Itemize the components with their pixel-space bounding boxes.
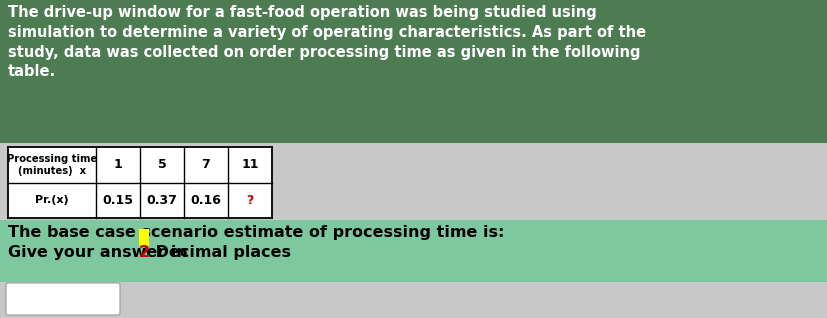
- Text: Give your answer in: Give your answer in: [8, 245, 194, 260]
- Text: 2: 2: [138, 245, 150, 260]
- Text: 0.16: 0.16: [190, 194, 221, 207]
- Text: 0.37: 0.37: [146, 194, 177, 207]
- FancyBboxPatch shape: [0, 220, 827, 282]
- Text: 0.15: 0.15: [103, 194, 133, 207]
- Text: 5: 5: [157, 158, 166, 171]
- Text: The drive-up window for a fast-food operation was being studied using
simulation: The drive-up window for a fast-food oper…: [8, 5, 645, 79]
- Text: Decimal places: Decimal places: [150, 245, 290, 260]
- Text: Processing time
(minutes)  x: Processing time (minutes) x: [7, 154, 97, 176]
- FancyBboxPatch shape: [8, 147, 272, 218]
- FancyBboxPatch shape: [0, 0, 827, 143]
- Text: 11: 11: [241, 158, 258, 171]
- FancyBboxPatch shape: [6, 283, 120, 315]
- Text: ?: ?: [246, 194, 253, 207]
- Text: 7: 7: [202, 158, 210, 171]
- Text: The base case scenario estimate of processing time is:: The base case scenario estimate of proce…: [8, 225, 504, 240]
- FancyBboxPatch shape: [139, 229, 149, 246]
- Text: Pr.(x): Pr.(x): [35, 195, 69, 205]
- Text: 1: 1: [113, 158, 122, 171]
